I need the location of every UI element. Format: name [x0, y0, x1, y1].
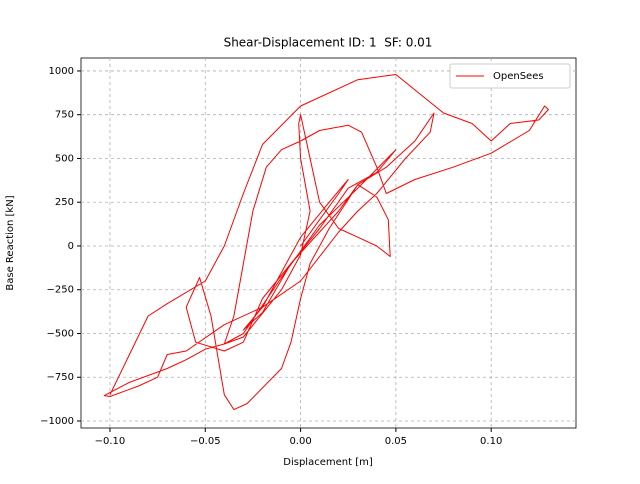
x-tick-label: −0.10: [95, 436, 126, 447]
legend-box: [449, 63, 571, 89]
x-tick-label: 0.00: [289, 436, 311, 447]
x-tick-label: −0.05: [190, 436, 221, 447]
plot-frame: [80, 57, 577, 429]
x-tick-label: 0.05: [385, 436, 407, 447]
y-tick-label: −250: [47, 285, 74, 296]
y-tick-label: 0: [68, 241, 74, 252]
chart-title: Shear-Displacement ID: 1 SF: 0.01: [224, 36, 433, 50]
data-line: [103, 74, 549, 411]
x-axis-label: Displacement [m]: [283, 457, 373, 468]
x-tick-label: 0.10: [480, 436, 502, 447]
y-tick-label: −1000: [40, 416, 74, 427]
y-tick-label: 500: [55, 153, 74, 164]
y-tick-label: 250: [55, 197, 74, 208]
y-tick-label: 750: [55, 110, 74, 121]
y-axis-label: Base Reaction [kN]: [5, 195, 16, 290]
y-tick-label: −750: [47, 372, 74, 383]
y-tick-label: 1000: [49, 66, 74, 77]
y-tick-label: −500: [47, 328, 74, 339]
legend-label: OpenSees: [493, 71, 544, 82]
